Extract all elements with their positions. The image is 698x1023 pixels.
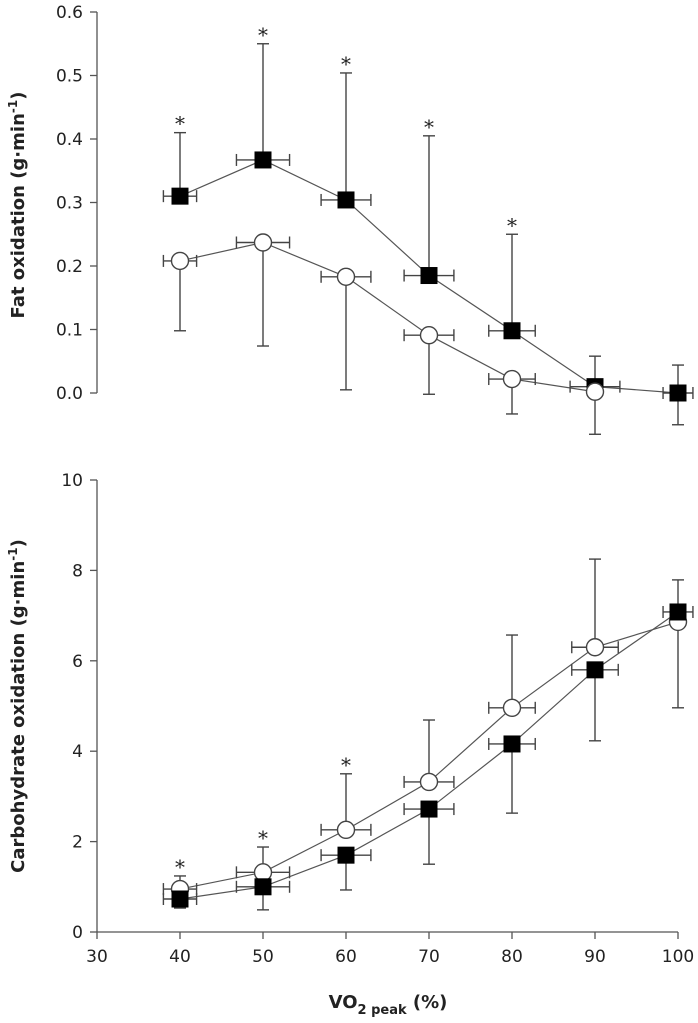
fat-circle-point [253,233,273,252]
fat-square-point [254,151,272,169]
x-axis-title-sub: 2 peak [358,1003,407,1018]
cho-square-point [503,735,521,753]
cho-square-point [337,846,355,864]
cho-y-axis-title-sup: -1 [6,547,20,560]
fat-circle-point [502,369,522,389]
fat-y-axis: 0.0 0.1 0.2 0.3 0.4 0.5 0.6 [56,3,98,404]
cho-significance-marker: * [175,855,185,879]
cho-y-tick-label: 6 [72,652,83,672]
fat-square-point [669,384,687,402]
fat-y-tick-label: 0.4 [56,130,83,150]
fat-y-tick-label: 0.6 [56,3,83,23]
cho-x-tick-label: 50 [252,947,274,967]
carbohydrate-oxidation-panel: 0 2 4 6 8 10 30 40 50 60 70 80 90 100 Carbohydrate ox… [6,471,694,1018]
cho-circle-point [585,638,605,657]
fat-significance-marker: * [341,52,351,76]
fat-circle-point [419,326,439,345]
cho-y-axis-title: Carbohydrate oxidation (g·min-1) [6,539,29,873]
fat-significance-marker: * [175,112,185,136]
x-axis-title: VO2 peak (%) [329,992,448,1018]
fat-y-axis-title-main: Fat oxidation (g·min [8,113,29,318]
fat-plot-area: * * * * * [162,23,694,435]
fat-circle-point [585,382,605,401]
cho-significance-marker: * [258,826,268,850]
fat-square-point [171,187,189,205]
fat-square-point [337,191,355,209]
cho-circle-point [336,820,356,840]
cho-y-tick-label: 8 [72,561,83,581]
fat-y-tick-label: 0.0 [56,384,83,404]
cho-y-tick-label: 4 [72,742,83,762]
cho-y-tick-label: 2 [72,833,83,853]
cho-x-tick-label: 60 [335,947,357,967]
cho-x-tick-label: 30 [86,947,108,967]
fat-significance-marker: * [424,115,434,139]
cho-square-point [254,878,272,896]
fat-circle-point [336,267,356,286]
cho-y-tick-label: 0 [72,923,83,943]
fat-y-tick-label: 0.3 [56,194,83,214]
cho-y-axis-title-end: ) [8,539,29,547]
fat-y-tick-label: 0.5 [56,67,83,87]
cho-square-point [586,661,604,679]
cho-x-tick-label: 90 [584,947,606,967]
fat-series-line-circles [179,241,596,393]
fat-y-axis-title-end: ) [8,92,29,100]
fat-square-point [420,267,438,285]
cho-circle-point [502,698,522,718]
fat-significance-marker: * [507,213,517,237]
cho-square-point [420,800,438,818]
cho-x-tick-label: 80 [501,947,523,967]
fat-oxidation-panel: 0.0 0.1 0.2 0.3 0.4 0.5 0.6 Fat oxidation (g·m… [6,3,694,435]
cho-axes: 0 2 4 6 8 10 30 40 50 60 70 80 90 100 [61,471,694,967]
fat-circle-point [170,251,190,271]
cho-circle-point [419,772,439,792]
fat-y-axis-title-sup: -1 [6,100,20,113]
cho-y-tick-label: 10 [61,471,83,491]
cho-y-axis-title-main: Carbohydrate oxidation (g·min [8,561,29,873]
cho-square-point [669,603,687,621]
cho-significance-marker: * [341,753,351,777]
fat-square-point [503,322,521,340]
cho-plot-area: * * * [162,558,694,911]
cho-circle-point [253,863,273,882]
fat-y-axis-title: Fat oxidation (g·min-1) [6,92,29,319]
x-axis-title-end: (%) [407,992,448,1013]
cho-x-tick-label: 100 [662,947,694,967]
fat-y-tick-label: 0.1 [56,321,83,341]
cho-x-tick-label: 70 [418,947,440,967]
fat-y-tick-label: 0.2 [56,257,83,277]
cho-x-tick-label: 40 [169,947,191,967]
x-axis-title-main: VO [329,992,358,1013]
fat-significance-marker: * [258,23,268,47]
cho-square-point [171,890,189,908]
